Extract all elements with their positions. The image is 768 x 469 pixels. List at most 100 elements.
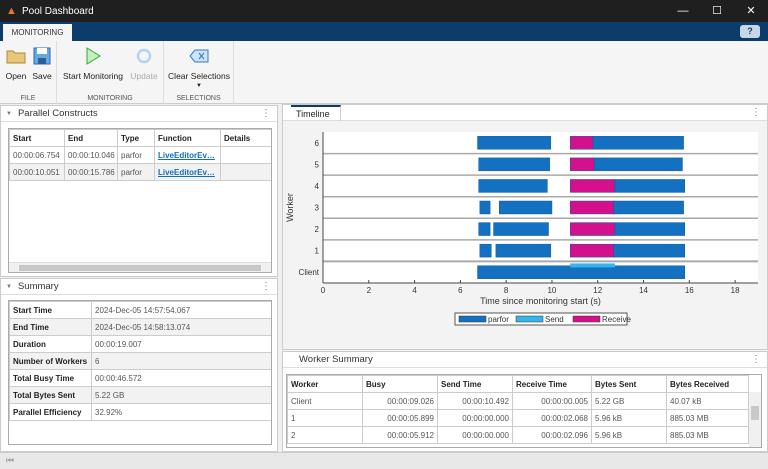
monitoring-group-label: MONITORING [87, 95, 133, 102]
help-button[interactable]: ? [740, 25, 760, 38]
summary-table: Start Time 2024-Dec-05 14:57:54.067 End Ti… [8, 300, 272, 445]
more-options-icon[interactable]: ⋮ [261, 108, 271, 119]
clear-selections-label: Clear Selections [168, 71, 230, 81]
segment-send [570, 263, 615, 268]
table-row[interactable]: 2 00:00:05.912 00:00:00.000 00:00:02.096 5.9… [287, 426, 749, 444]
column-header[interactable]: Bytes Sent [591, 375, 667, 393]
cell: 40.07 kB [666, 392, 749, 410]
cell: 5.22 GB [591, 392, 667, 410]
folder-icon [6, 50, 26, 64]
matlab-logo-icon: ▲ [6, 5, 17, 17]
col-end[interactable]: End [64, 129, 118, 147]
summary-row: Total Busy Time 00:00:46.572 [9, 369, 271, 387]
vertical-scrollbar[interactable] [749, 392, 761, 447]
collapse-left-icon[interactable]: ⏮ [6, 455, 15, 465]
chevron-down-icon[interactable]: ▼ [196, 83, 202, 89]
segment-parfor [479, 200, 491, 215]
segment-parfor [592, 136, 684, 150]
cell: 00:00:02.096 [512, 426, 592, 444]
cell: 00:00:15.786 [64, 163, 118, 181]
more-options-icon[interactable]: ⋮ [261, 281, 271, 292]
summary-row: Duration 00:00:19.007 [9, 335, 271, 353]
maximize-button[interactable]: ☐ [712, 5, 722, 17]
col-type[interactable]: Type [117, 129, 155, 147]
segment-receive [570, 179, 616, 193]
selections-group-label: SELECTIONS [176, 95, 221, 102]
column-header[interactable]: Busy [362, 375, 438, 393]
open-button[interactable]: Open [3, 45, 29, 81]
column-header[interactable]: Worker [287, 375, 363, 393]
segment-receive [570, 136, 594, 150]
col-function[interactable]: Function [154, 129, 221, 147]
clear-icon [189, 49, 209, 63]
more-options-icon[interactable]: ⋮ [751, 107, 761, 118]
collapse-icon[interactable]: ▼ [6, 283, 12, 290]
cell: 00:00:10.051 [9, 163, 65, 181]
y-tick-label: 6 [315, 139, 320, 148]
save-button[interactable]: Save [30, 45, 54, 81]
segment-parfor [614, 222, 685, 236]
legend-swatch [515, 315, 544, 323]
table-row[interactable]: 00:00:10.051 00:00:15.786 parfor LiveEditor… [9, 163, 271, 181]
cell: 1 [287, 409, 363, 427]
summary-label: Total Busy Time [9, 369, 92, 387]
clear-selections-button[interactable]: Clear Selections ▼ [167, 45, 231, 89]
column-header[interactable]: Bytes Received [666, 375, 749, 393]
summary-label: End Time [9, 318, 92, 336]
segment-parfor [478, 179, 548, 193]
x-tick-label: 6 [458, 286, 463, 295]
minimize-button[interactable]: — [677, 5, 689, 17]
tab-monitoring[interactable]: MONITORING [3, 24, 72, 41]
save-icon [33, 47, 51, 65]
legend-swatch [458, 315, 487, 323]
x-tick-label: 2 [367, 286, 372, 295]
col-start[interactable]: Start [9, 129, 65, 147]
start-monitoring-label: Start Monitoring [63, 71, 123, 81]
summary-value: 00:00:46.572 [91, 369, 271, 387]
tab-timeline[interactable]: Timeline [291, 105, 341, 121]
function-link[interactable]: LiveEditorEv… [154, 163, 221, 181]
y-tick-label: 3 [315, 204, 320, 213]
cell: 885.03 MB [666, 409, 749, 427]
ribbon-tabstrip: MONITORING ? [0, 22, 768, 41]
function-link[interactable]: LiveEditorEv… [154, 146, 221, 164]
x-tick-label: 0 [321, 286, 326, 295]
summary-value: 6 [91, 352, 271, 370]
summary-row: Total Bytes Sent 5.22 GB [9, 386, 271, 404]
parallel-constructs-panel: ▼ Parallel Constructs ⋮ Start End Type Functi… [0, 105, 278, 277]
toolstrip: Open Save FILE Start Monitoring Update M… [0, 41, 768, 104]
cell: 00:00:00.000 [437, 426, 513, 444]
update-button[interactable]: Update [127, 45, 161, 81]
play-icon [86, 47, 101, 65]
column-header[interactable]: Send Time [437, 375, 513, 393]
table-row[interactable]: 00:00:06.754 00:00:10.046 parfor LiveEditor… [9, 146, 271, 164]
segment-receive [570, 157, 595, 172]
collapse-icon[interactable]: ▼ [6, 110, 12, 117]
more-options-icon[interactable]: ⋮ [751, 354, 761, 365]
close-button[interactable]: ✕ [746, 5, 756, 17]
segment-parfor [613, 243, 685, 258]
selections-group: Clear Selections ▼ SELECTIONS [164, 41, 234, 104]
cell: parfor [117, 163, 155, 181]
segment-receive [570, 200, 616, 215]
x-tick-label: 10 [547, 286, 556, 295]
summary-row: Start Time 2024-Dec-05 14:57:54.067 [9, 301, 271, 319]
panel-title: Parallel Constructs [17, 108, 98, 119]
segment-parfor [478, 157, 550, 172]
start-monitoring-button[interactable]: Start Monitoring [61, 45, 125, 81]
cell: 00:00:09.026 [362, 392, 438, 410]
legend-label: Send [545, 315, 564, 324]
constructs-table: Start End Type Function Details 00:00:06.754… [8, 128, 272, 273]
column-header[interactable]: Receive Time [512, 375, 592, 393]
panel-title: Worker Summary [299, 354, 373, 365]
x-tick-label: 14 [639, 286, 648, 295]
table-row[interactable]: Client 00:00:09.026 00:00:10.492 00:00:00.0… [287, 392, 749, 410]
summary-value: 2024-Dec-05 14:57:54.067 [91, 301, 271, 319]
title-bar: ▲ Pool Dashboard — ☐ ✕ [0, 0, 768, 22]
panel-title: Summary [17, 281, 59, 292]
col-details[interactable]: Details [220, 129, 271, 147]
horizontal-scrollbar[interactable] [9, 262, 271, 272]
table-row[interactable]: 1 00:00:05.899 00:00:00.000 00:00:02.068 5.9… [287, 409, 749, 427]
segment-receive [570, 243, 616, 258]
